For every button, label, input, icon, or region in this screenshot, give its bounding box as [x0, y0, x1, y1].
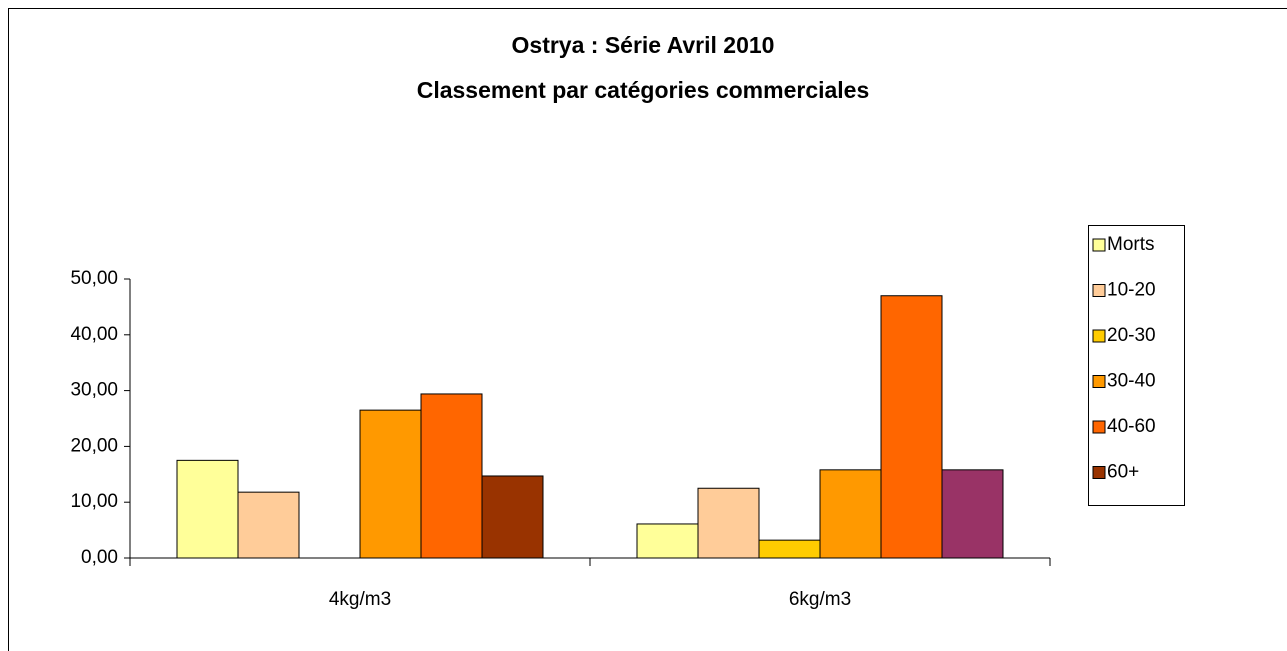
legend-label: 30-40 [1107, 371, 1156, 392]
bar [636, 523, 699, 559]
legend-label: 40-60 [1107, 416, 1156, 437]
bar [359, 409, 422, 559]
x-tick-label: 6kg/m3 [789, 589, 851, 610]
chart-title: Ostrya : Série Avril 2010 [512, 32, 775, 58]
bar [819, 469, 882, 559]
legend-label: Morts [1107, 234, 1155, 255]
legend-label: 20-30 [1107, 325, 1156, 346]
chart-subtitle: Classement par catégories commerciales [417, 77, 870, 103]
bar [758, 539, 821, 559]
legend-swatch [1092, 375, 1106, 388]
bar [880, 295, 943, 559]
legend-label: 10-20 [1107, 280, 1156, 301]
bar [697, 487, 760, 559]
bar [176, 459, 239, 559]
y-tick-label: 40,00 [70, 324, 118, 345]
y-tick-label: 10,00 [70, 491, 118, 512]
legend-swatch [1092, 466, 1106, 479]
y-tick-label: 50,00 [70, 268, 118, 289]
y-tick-label: 0,00 [81, 547, 118, 568]
legend-box [1088, 225, 1185, 506]
bar [237, 491, 300, 559]
legend-swatch [1092, 238, 1106, 252]
legend-swatch [1092, 420, 1106, 434]
y-tick-label: 30,00 [70, 380, 118, 401]
x-tick-label: 4kg/m3 [329, 589, 391, 610]
bar [420, 393, 483, 559]
bar [481, 475, 544, 559]
bar [941, 469, 1004, 559]
legend-swatch [1092, 329, 1106, 343]
legend-swatch [1092, 284, 1106, 297]
legend-label: 60+ [1107, 462, 1139, 483]
y-tick-label: 20,00 [70, 435, 118, 456]
